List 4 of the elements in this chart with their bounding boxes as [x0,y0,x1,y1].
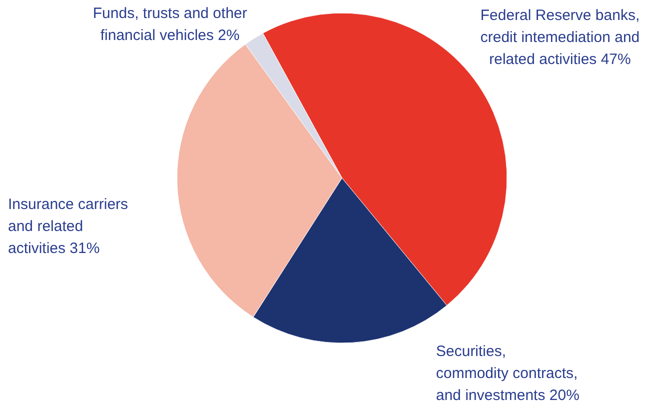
slice-label: Securities, commodity contracts, and investments 20% [436,343,580,404]
slice-label: Funds, trusts and other financial vehicles 2% [92,5,248,44]
slice-label: Federal Reserve banks, credit intemediation and related activities 47% [480,7,640,68]
slice-label: Insurance carriers and related activities 31% [8,196,128,257]
